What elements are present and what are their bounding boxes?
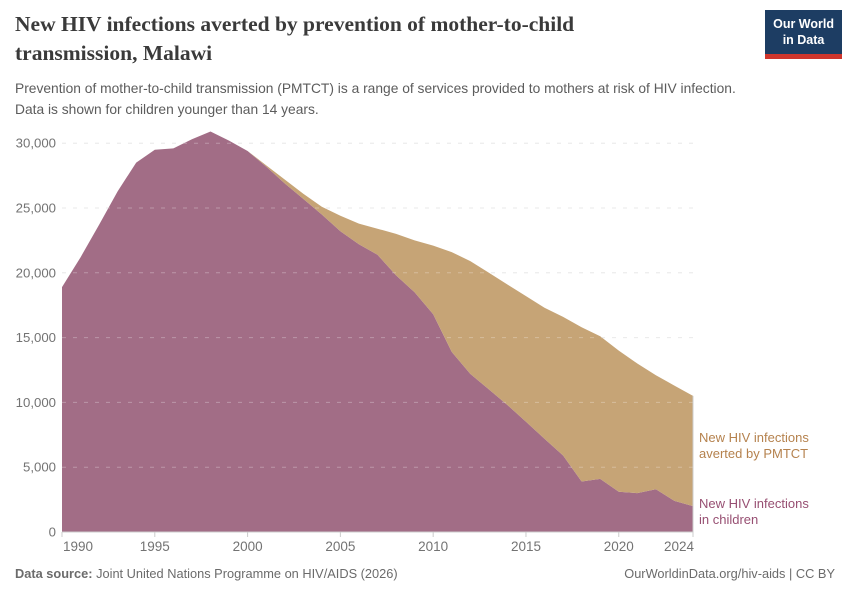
data-source: Data source: Joint United Nations Progra…	[15, 566, 398, 581]
y-axis-label: 25,000	[16, 201, 56, 216]
chart-header: New HIV infections averted by prevention…	[15, 10, 755, 121]
x-axis-label: 2010	[418, 539, 448, 554]
logo-line2: in Data	[782, 33, 825, 47]
series-label-averted-line1: New HIV infections	[699, 430, 809, 445]
x-axis-label: 2000	[233, 539, 263, 554]
owid-logo[interactable]: Our World in Data	[765, 10, 842, 59]
x-axis-label: 1995	[140, 539, 170, 554]
data-source-label: Data source:	[15, 566, 93, 581]
page-title: New HIV infections averted by prevention…	[15, 12, 575, 66]
y-axis-label: 20,000	[16, 265, 56, 280]
x-axis-label: 2015	[511, 539, 541, 554]
chart-footer: Data source: Joint United Nations Progra…	[15, 566, 835, 581]
chart-subtitle: Prevention of mother-to-child transmissi…	[15, 81, 736, 118]
series-label-children-line1: New HIV infections	[699, 496, 809, 511]
y-axis-label: 5,000	[23, 460, 56, 475]
y-axis-label: 30,000	[16, 136, 56, 151]
y-axis-label: 0	[49, 525, 56, 540]
x-axis-label: 2024	[664, 539, 695, 554]
attribution-link[interactable]: OurWorldinData.org/hiv-aids | CC BY	[624, 566, 835, 581]
series-label-averted: New HIV infections averted by PMTCT	[699, 430, 809, 462]
y-axis-label: 10,000	[16, 395, 56, 410]
logo-line1: Our World	[773, 17, 834, 31]
area-children	[62, 131, 693, 532]
series-label-children: New HIV infections in children	[699, 496, 809, 528]
series-label-averted-line2: averted by PMTCT	[699, 445, 809, 461]
y-axis-label: 15,000	[16, 330, 56, 345]
data-source-text: Joint United Nations Programme on HIV/AI…	[92, 566, 398, 581]
x-axis-label: 2005	[325, 539, 355, 554]
x-axis-label: 1990	[63, 539, 93, 554]
x-axis-label: 2020	[604, 539, 634, 554]
series-label-children-line2: in children	[699, 511, 759, 527]
area-averted	[62, 131, 693, 507]
